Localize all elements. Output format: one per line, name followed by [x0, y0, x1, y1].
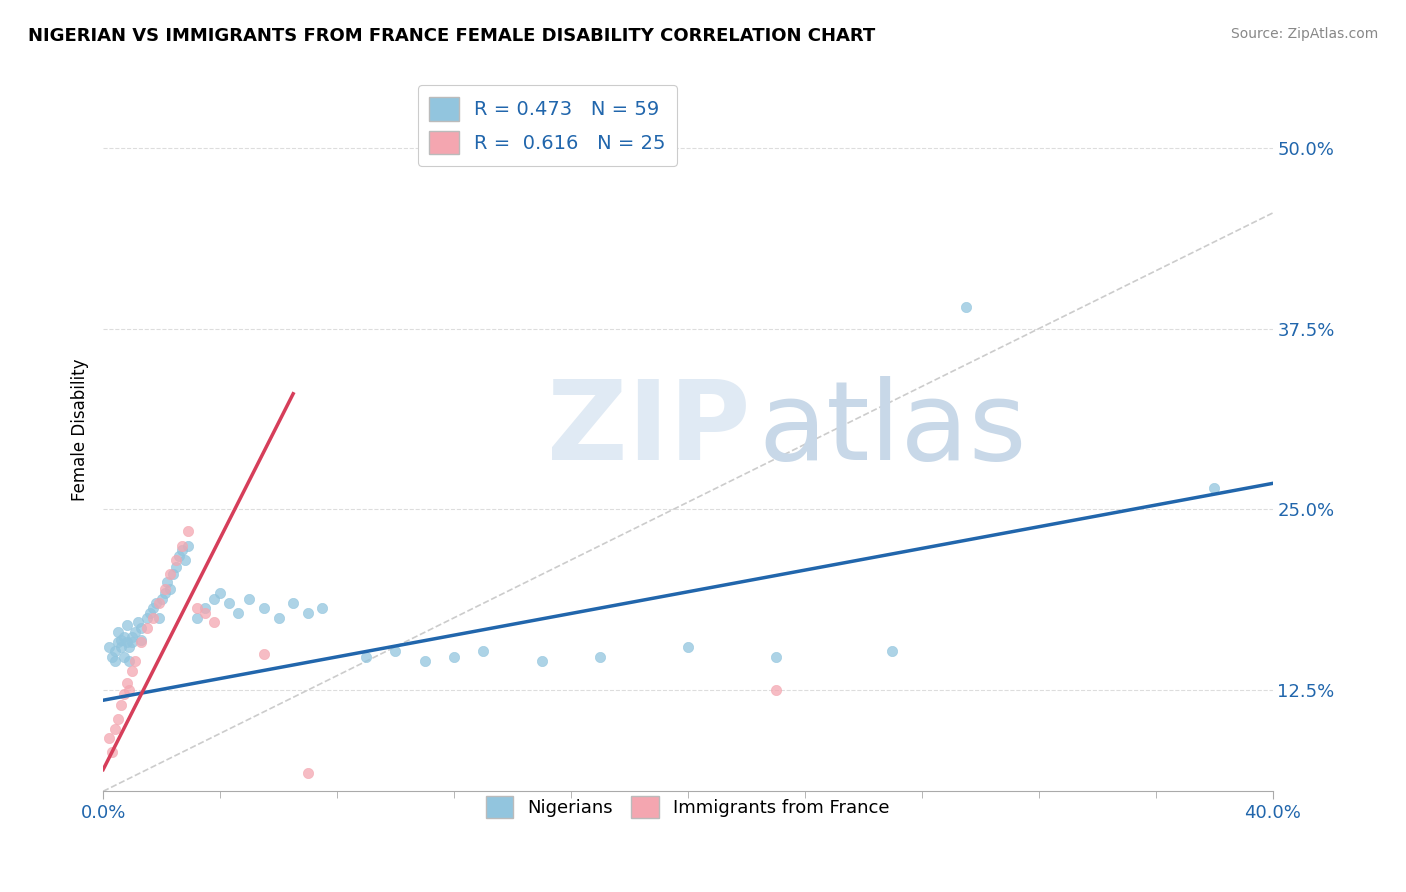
Point	[194, 600, 217, 615]
Point	[129, 632, 152, 647]
Point	[145, 596, 167, 610]
Text: ZIP: ZIP	[547, 376, 751, 483]
Text: atlas: atlas	[758, 376, 1026, 483]
Point	[112, 630, 135, 644]
Point	[129, 635, 152, 649]
Point	[129, 621, 152, 635]
Point	[150, 592, 173, 607]
Text: NIGERIAN VS IMMIGRANTS FROM FRANCE FEMALE DISABILITY CORRELATION CHART: NIGERIAN VS IMMIGRANTS FROM FRANCE FEMAL…	[28, 27, 876, 45]
Point	[121, 630, 143, 644]
Point	[153, 582, 176, 596]
Point	[148, 596, 170, 610]
Point	[165, 553, 187, 567]
Point	[311, 600, 333, 615]
Point	[107, 712, 129, 726]
Point	[882, 644, 904, 658]
Point	[118, 683, 141, 698]
Point	[955, 300, 977, 314]
Point	[226, 607, 249, 621]
Point	[170, 539, 193, 553]
Point	[283, 596, 305, 610]
Point	[148, 611, 170, 625]
Y-axis label: Female Disability: Female Disability	[72, 359, 89, 501]
Point	[136, 611, 159, 625]
Point	[136, 621, 159, 635]
Point	[118, 654, 141, 668]
Point	[354, 649, 377, 664]
Point	[110, 640, 132, 654]
Point	[676, 640, 699, 654]
Point	[101, 745, 124, 759]
Point	[238, 592, 260, 607]
Point	[177, 539, 200, 553]
Point	[297, 765, 319, 780]
Point	[159, 582, 181, 596]
Point	[253, 600, 276, 615]
Point	[589, 649, 612, 664]
Point	[104, 644, 127, 658]
Point	[209, 586, 232, 600]
Point	[124, 654, 146, 668]
Legend: Nigerians, Immigrants from France: Nigerians, Immigrants from France	[479, 789, 897, 826]
Point	[165, 560, 187, 574]
Point	[267, 611, 290, 625]
Point	[121, 665, 143, 679]
Point	[170, 542, 193, 557]
Point	[194, 607, 217, 621]
Point	[104, 654, 127, 668]
Point	[1202, 481, 1225, 495]
Point	[297, 607, 319, 621]
Point	[107, 625, 129, 640]
Point	[202, 592, 225, 607]
Point	[218, 596, 240, 610]
Point	[253, 647, 276, 661]
Point	[186, 611, 208, 625]
Point	[142, 611, 165, 625]
Point	[124, 625, 146, 640]
Point	[413, 654, 436, 668]
Point	[115, 618, 138, 632]
Point	[139, 607, 162, 621]
Point	[115, 676, 138, 690]
Point	[101, 649, 124, 664]
Point	[156, 574, 179, 589]
Point	[112, 649, 135, 664]
Point	[765, 683, 787, 698]
Point	[112, 688, 135, 702]
Point	[174, 553, 197, 567]
Point	[384, 644, 406, 658]
Point	[177, 524, 200, 538]
Point	[159, 567, 181, 582]
Point	[765, 649, 787, 664]
Point	[121, 635, 143, 649]
Point	[98, 640, 121, 654]
Point	[107, 635, 129, 649]
Point	[110, 632, 132, 647]
Point	[530, 654, 553, 668]
Point	[162, 567, 184, 582]
Point	[115, 635, 138, 649]
Text: Source: ZipAtlas.com: Source: ZipAtlas.com	[1230, 27, 1378, 41]
Point	[98, 731, 121, 745]
Point	[472, 644, 495, 658]
Point	[104, 722, 127, 736]
Point	[186, 600, 208, 615]
Point	[202, 615, 225, 629]
Point	[127, 615, 149, 629]
Point	[443, 649, 465, 664]
Point	[118, 640, 141, 654]
Point	[110, 698, 132, 712]
Point	[142, 600, 165, 615]
Point	[153, 586, 176, 600]
Point	[167, 549, 190, 563]
